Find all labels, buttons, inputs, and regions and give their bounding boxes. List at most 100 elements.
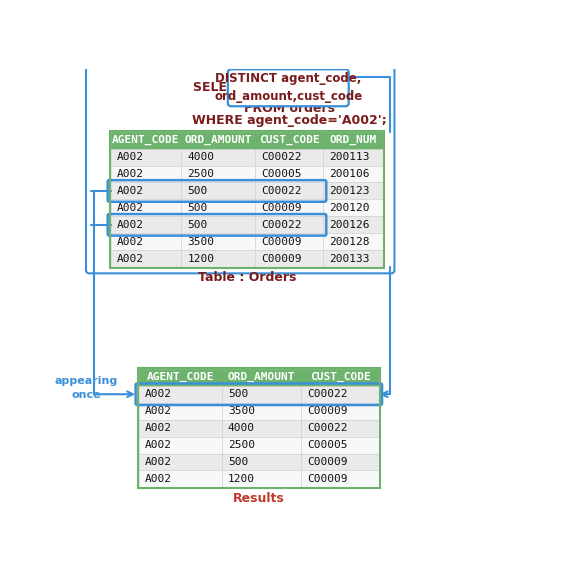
Text: C00005: C00005 [261, 169, 302, 179]
Text: 2500: 2500 [187, 169, 214, 179]
FancyBboxPatch shape [255, 216, 323, 234]
Text: CUST_CODE: CUST_CODE [259, 135, 319, 145]
FancyBboxPatch shape [181, 234, 255, 250]
Text: A002: A002 [145, 423, 172, 433]
FancyBboxPatch shape [111, 250, 181, 267]
FancyBboxPatch shape [255, 132, 323, 148]
Text: C00009: C00009 [307, 457, 348, 467]
Text: Table : Orders: Table : Orders [198, 271, 297, 284]
Text: C00009: C00009 [261, 203, 302, 213]
FancyBboxPatch shape [181, 148, 255, 166]
Text: A002: A002 [117, 237, 144, 247]
Text: 1200: 1200 [187, 254, 214, 264]
Text: A002: A002 [117, 220, 144, 230]
Text: AGENT_CODE: AGENT_CODE [112, 135, 180, 145]
Text: DISTINCT agent_code,
ord_amount,cust_code: DISTINCT agent_code, ord_amount,cust_cod… [214, 73, 363, 103]
FancyBboxPatch shape [255, 166, 323, 183]
FancyBboxPatch shape [139, 420, 222, 437]
Text: A002: A002 [145, 457, 172, 467]
FancyBboxPatch shape [301, 420, 379, 437]
FancyBboxPatch shape [181, 216, 255, 234]
Text: C00022: C00022 [261, 220, 302, 230]
Text: SELECT: SELECT [193, 81, 249, 94]
Text: 200120: 200120 [329, 203, 370, 213]
FancyBboxPatch shape [222, 471, 301, 488]
Text: C00022: C00022 [307, 389, 348, 399]
Text: 500: 500 [187, 203, 208, 213]
FancyBboxPatch shape [111, 183, 181, 199]
Text: C00022: C00022 [307, 423, 348, 433]
Text: C00009: C00009 [261, 237, 302, 247]
Text: A002: A002 [145, 389, 172, 399]
Text: A002: A002 [117, 203, 144, 213]
Text: 500: 500 [187, 220, 208, 230]
FancyBboxPatch shape [323, 216, 384, 234]
FancyBboxPatch shape [139, 386, 222, 403]
Text: ORD_NUM: ORD_NUM [330, 135, 377, 145]
Text: 3500: 3500 [228, 406, 255, 416]
Text: A002: A002 [145, 474, 172, 484]
Text: AGENT_CODE: AGENT_CODE [147, 372, 214, 383]
FancyBboxPatch shape [228, 69, 349, 106]
FancyBboxPatch shape [222, 386, 301, 403]
FancyBboxPatch shape [301, 369, 379, 386]
FancyBboxPatch shape [181, 166, 255, 183]
Text: CUST_CODE: CUST_CODE [310, 372, 371, 383]
FancyBboxPatch shape [111, 234, 181, 250]
Text: A002: A002 [117, 186, 144, 196]
FancyBboxPatch shape [139, 437, 222, 453]
Text: C00022: C00022 [261, 186, 302, 196]
Text: ORD_AMOUNT: ORD_AMOUNT [228, 372, 296, 383]
FancyBboxPatch shape [111, 148, 181, 166]
FancyBboxPatch shape [181, 250, 255, 267]
Text: 3500: 3500 [187, 237, 214, 247]
FancyBboxPatch shape [111, 132, 181, 148]
Text: 500: 500 [228, 457, 248, 467]
Text: FROM orders: FROM orders [244, 102, 334, 115]
FancyBboxPatch shape [222, 420, 301, 437]
Text: C00005: C00005 [307, 440, 348, 450]
FancyBboxPatch shape [181, 183, 255, 199]
Text: WHERE agent_code='A002';: WHERE agent_code='A002'; [192, 114, 386, 127]
FancyBboxPatch shape [323, 234, 384, 250]
FancyBboxPatch shape [222, 437, 301, 453]
Text: 200128: 200128 [329, 237, 370, 247]
FancyBboxPatch shape [323, 183, 384, 199]
FancyBboxPatch shape [301, 403, 379, 420]
FancyBboxPatch shape [255, 183, 323, 199]
Text: A002: A002 [117, 169, 144, 179]
FancyBboxPatch shape [301, 386, 379, 403]
FancyBboxPatch shape [301, 471, 379, 488]
FancyBboxPatch shape [255, 199, 323, 216]
Text: A002: A002 [117, 152, 144, 162]
Text: 500: 500 [228, 389, 248, 399]
Text: 2500: 2500 [228, 440, 255, 450]
Text: A002: A002 [117, 254, 144, 264]
Text: 200133: 200133 [329, 254, 370, 264]
Text: ORD_AMOUNT: ORD_AMOUNT [184, 135, 252, 145]
FancyBboxPatch shape [255, 148, 323, 166]
FancyBboxPatch shape [139, 403, 222, 420]
FancyBboxPatch shape [323, 148, 384, 166]
Text: 200106: 200106 [329, 169, 370, 179]
FancyBboxPatch shape [222, 453, 301, 471]
Text: C00009: C00009 [307, 474, 348, 484]
FancyBboxPatch shape [139, 369, 222, 386]
Text: Results: Results [233, 492, 285, 505]
FancyBboxPatch shape [301, 437, 379, 453]
Text: C00009: C00009 [307, 406, 348, 416]
FancyBboxPatch shape [111, 166, 181, 183]
Text: appearing
once: appearing once [54, 376, 118, 400]
FancyBboxPatch shape [301, 453, 379, 471]
FancyBboxPatch shape [255, 250, 323, 267]
FancyBboxPatch shape [181, 132, 255, 148]
FancyBboxPatch shape [323, 250, 384, 267]
FancyBboxPatch shape [139, 453, 222, 471]
FancyBboxPatch shape [222, 403, 301, 420]
Text: C00009: C00009 [261, 254, 302, 264]
Text: A002: A002 [145, 406, 172, 416]
FancyBboxPatch shape [323, 132, 384, 148]
FancyBboxPatch shape [323, 166, 384, 183]
Text: 4000: 4000 [228, 423, 255, 433]
Text: 4000: 4000 [187, 152, 214, 162]
